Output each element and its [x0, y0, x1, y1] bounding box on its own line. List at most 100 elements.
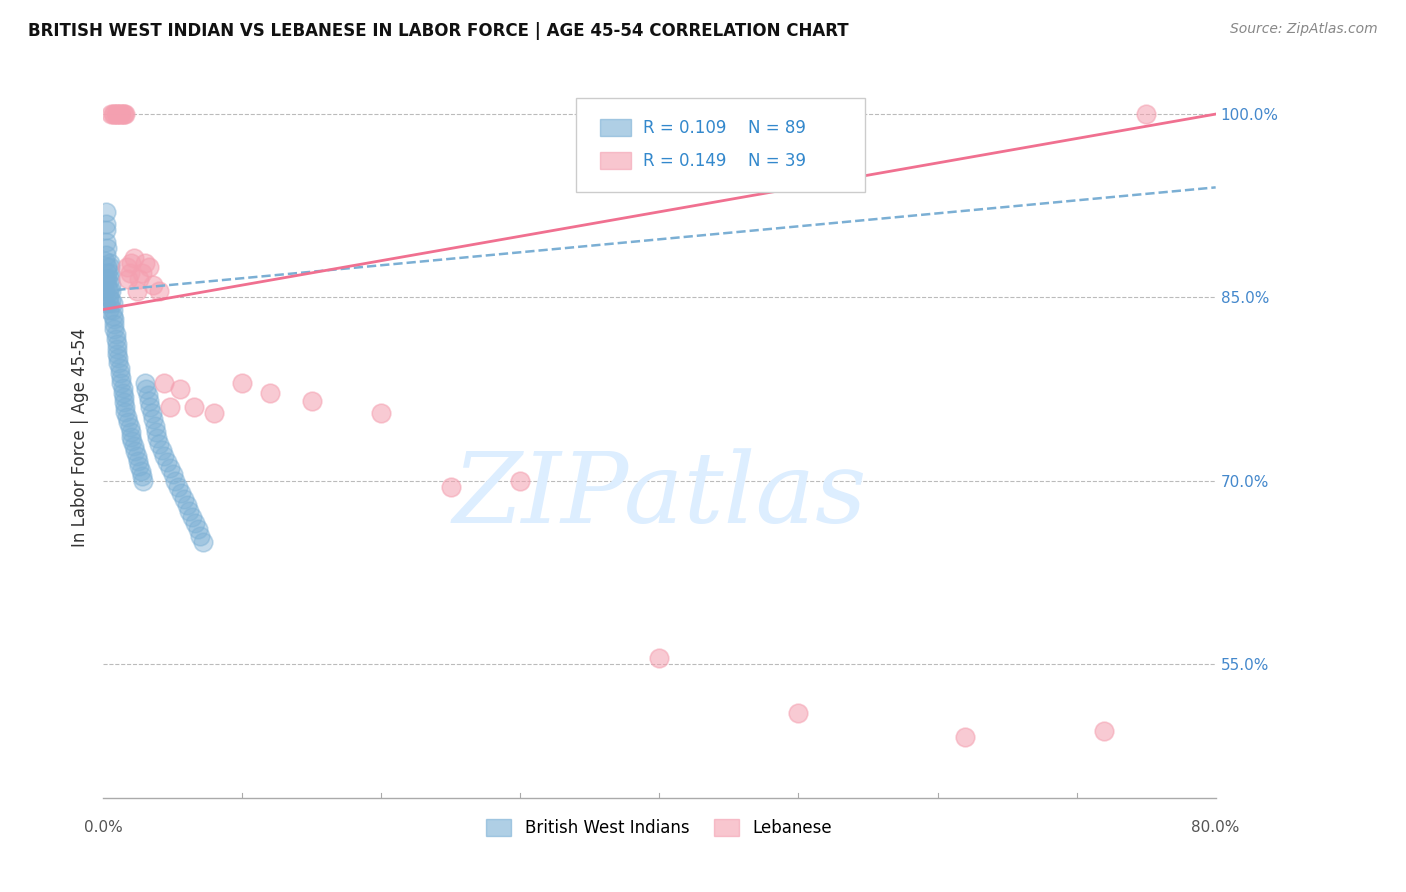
- Point: [202, 406, 225, 420]
- Point: [101, 107, 124, 121]
- Point: [114, 401, 136, 415]
- Y-axis label: In Labor Force | Age 45-54: In Labor Force | Age 45-54: [72, 328, 89, 548]
- Point: [94, 235, 117, 250]
- Point: [104, 107, 127, 121]
- Point: [153, 376, 176, 390]
- Point: [108, 361, 131, 376]
- Point: [145, 425, 167, 439]
- Point: [187, 523, 209, 537]
- Point: [96, 272, 118, 286]
- Point: [105, 346, 128, 360]
- Point: [107, 107, 129, 121]
- Point: [127, 454, 149, 468]
- Point: [110, 376, 132, 390]
- Point: [94, 217, 117, 231]
- Point: [104, 332, 127, 346]
- Point: [112, 391, 135, 405]
- Point: [108, 107, 131, 121]
- Point: [122, 251, 145, 265]
- Point: [103, 312, 125, 326]
- Point: [120, 425, 142, 439]
- Point: [135, 382, 157, 396]
- Point: [101, 302, 124, 317]
- Point: [259, 385, 281, 400]
- Text: ZIPatlas: ZIPatlas: [453, 448, 866, 543]
- Point: [159, 461, 181, 475]
- Point: [97, 296, 120, 310]
- Point: [101, 309, 124, 323]
- Point: [128, 272, 150, 286]
- Point: [179, 504, 201, 518]
- Point: [93, 296, 115, 310]
- Text: R = 0.149: R = 0.149: [643, 152, 725, 169]
- Point: [128, 458, 150, 473]
- Point: [148, 284, 170, 298]
- Point: [169, 382, 191, 396]
- Point: [96, 266, 118, 280]
- Text: 80.0%: 80.0%: [1191, 820, 1240, 835]
- Point: [181, 510, 204, 524]
- Point: [120, 429, 142, 443]
- Point: [138, 394, 160, 409]
- Point: [117, 415, 139, 429]
- Point: [105, 342, 128, 356]
- Point: [143, 418, 166, 433]
- Point: [131, 266, 153, 280]
- Point: [156, 455, 179, 469]
- Point: [153, 449, 176, 463]
- Point: [112, 107, 135, 121]
- Point: [96, 260, 118, 274]
- Text: Source: ZipAtlas.com: Source: ZipAtlas.com: [1230, 22, 1378, 37]
- Point: [93, 253, 115, 268]
- Point: [97, 284, 120, 298]
- Point: [103, 322, 125, 336]
- Point: [162, 467, 184, 482]
- Point: [117, 272, 139, 286]
- Point: [97, 302, 120, 317]
- Point: [105, 107, 128, 121]
- Point: [114, 107, 136, 121]
- Point: [115, 260, 138, 274]
- Point: [94, 204, 117, 219]
- Point: [93, 272, 115, 286]
- Point: [122, 439, 145, 453]
- Point: [103, 107, 125, 121]
- Point: [146, 431, 169, 445]
- Point: [509, 474, 531, 488]
- Point: [107, 351, 129, 366]
- Point: [167, 480, 190, 494]
- Point: [370, 406, 392, 420]
- Text: R = 0.109: R = 0.109: [643, 119, 725, 136]
- Point: [110, 371, 132, 385]
- Point: [1135, 107, 1157, 121]
- Point: [100, 107, 122, 121]
- Point: [118, 266, 141, 280]
- Point: [150, 442, 173, 457]
- Text: 0.0%: 0.0%: [84, 820, 122, 835]
- Point: [125, 449, 148, 463]
- Text: N = 39: N = 39: [748, 152, 806, 169]
- Point: [159, 401, 181, 415]
- Point: [124, 444, 146, 458]
- Legend: British West Indians, Lebanese: British West Indians, Lebanese: [479, 813, 839, 844]
- Point: [120, 256, 142, 270]
- Point: [121, 434, 143, 449]
- Point: [94, 223, 117, 237]
- Point: [142, 412, 165, 426]
- Point: [111, 381, 134, 395]
- Point: [134, 256, 156, 270]
- Point: [118, 419, 141, 434]
- Point: [93, 284, 115, 298]
- Point: [132, 474, 155, 488]
- Point: [165, 474, 187, 488]
- Point: [193, 534, 215, 549]
- Point: [98, 266, 121, 280]
- Point: [648, 650, 671, 665]
- Point: [96, 242, 118, 256]
- Point: [115, 410, 138, 425]
- Point: [100, 278, 122, 293]
- Point: [129, 464, 152, 478]
- Text: N = 89: N = 89: [748, 119, 806, 136]
- Point: [787, 706, 810, 720]
- Point: [190, 528, 212, 542]
